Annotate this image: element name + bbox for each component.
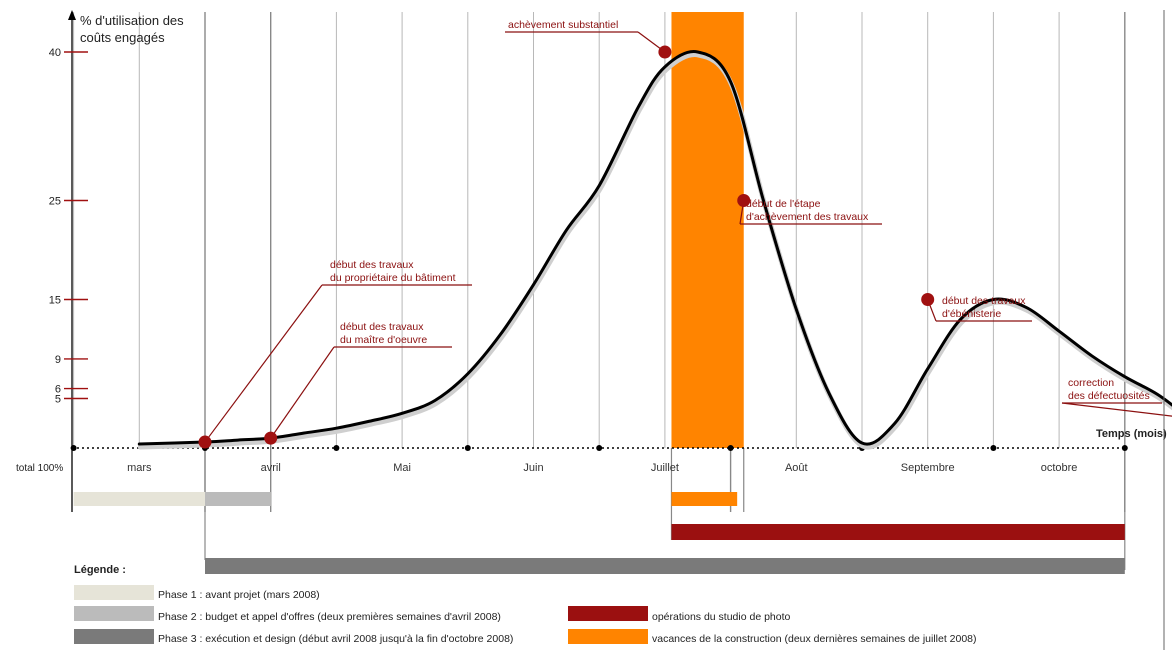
legend-title: Légende : <box>74 564 126 576</box>
annotation-defectuosites-leader <box>1061 402 1172 417</box>
milestone-point <box>198 435 212 449</box>
legend-label-phase3: Phase 3 : exécution et design (début avr… <box>158 633 513 645</box>
milestone-point <box>264 431 278 445</box>
month-label: octobre <box>1041 462 1078 474</box>
month-label: Mai <box>393 462 411 474</box>
annotation-achevement-text: achèvement substantiel <box>508 19 618 31</box>
annotation-etape-text: d'achèvement des travaux <box>746 211 869 223</box>
phase3-bar <box>205 558 1125 574</box>
studio-bar <box>671 524 1125 540</box>
legend-label-phase2: Phase 2 : budget et appel d'offres (deux… <box>158 611 501 623</box>
month-label: Juillet <box>651 462 679 474</box>
y-axis-label-line-2: coûts engagés <box>80 30 165 45</box>
vacances-timeline-bar <box>671 492 738 506</box>
y-tick-label: 9 <box>55 354 61 366</box>
annotation-maitre-oeuvre-text: début des travaux <box>340 321 424 333</box>
y-tick-label: 40 <box>49 47 61 59</box>
time-axis-label: Temps (mois) <box>1096 428 1167 440</box>
axis-dot <box>596 445 603 451</box>
axis-dot <box>464 445 471 451</box>
milestone-point <box>658 45 672 59</box>
annotation-proprietaire-text: du propriétaire du bâtiment <box>330 272 456 284</box>
legend-swatch-vacances <box>568 629 648 644</box>
month-label: Juin <box>523 462 543 474</box>
legend-swatch-phase2 <box>74 606 154 621</box>
axis-dot <box>990 445 997 451</box>
legend-label-vacances: vacances de la construction (deux derniè… <box>652 633 977 645</box>
month-label: mars <box>127 462 152 474</box>
y-tick-label: 5 <box>55 394 61 406</box>
y-tick-label: 15 <box>49 295 61 307</box>
y-axis-label-line-1: % d'utilisation des <box>80 13 184 28</box>
axis-dot <box>727 445 734 451</box>
cost-curve-shadow <box>137 52 1172 450</box>
legend-swatch-phase3 <box>74 629 154 644</box>
legend-swatch-phase1 <box>74 585 154 600</box>
month-label: avril <box>261 462 281 474</box>
axis-dot <box>1121 445 1128 451</box>
y-axis-arrow <box>68 10 76 20</box>
cost-curve <box>137 50 1172 446</box>
annotation-ebenisterie-text: d'ébénisterie <box>942 308 1001 320</box>
milestone-points <box>198 45 935 449</box>
legend: Phase 1 : avant projet (mars 2008) Phase … <box>74 585 977 645</box>
annotation-maitre-oeuvre-text: du maître d'oeuvre <box>340 334 427 346</box>
milestone-point <box>737 194 751 207</box>
legend-label-phase1: Phase 1 : avant projet (mars 2008) <box>158 589 320 601</box>
annotation-proprietaire-text: début des travaux <box>330 259 414 271</box>
annotation-etape-text: début de l'étape <box>746 198 821 210</box>
annotation-defectuosites-text: correction <box>1068 377 1114 389</box>
month-gridlines <box>73 12 1126 570</box>
legend-swatch-studio <box>568 606 648 621</box>
axis-dot <box>70 445 77 451</box>
milestone-point <box>921 293 935 306</box>
month-labels: mars avril Mai Juin Juillet Août Septembre octo… <box>127 462 1077 474</box>
y-tick-label: 25 <box>49 196 61 208</box>
vacances-bar <box>671 12 744 448</box>
month-label: Septembre <box>901 462 955 474</box>
month-label: Août <box>785 462 808 474</box>
legend-label-studio: opérations du studio de photo <box>652 611 791 623</box>
axis-dot <box>333 445 340 451</box>
annotation-defectuosites-text: des défectuosités <box>1068 390 1150 402</box>
phase2-bar <box>205 492 271 506</box>
baseline-label: total 100% <box>16 463 63 474</box>
y-ticks: 40 25 15 9 65 <box>49 47 88 406</box>
y-tick-label: 6 <box>55 384 61 396</box>
annotation-ebenisterie-text: début des travaux <box>942 295 1026 307</box>
annotation-maitre-oeuvre-leader <box>270 346 335 439</box>
annotation-proprietaire-leader <box>204 284 323 443</box>
